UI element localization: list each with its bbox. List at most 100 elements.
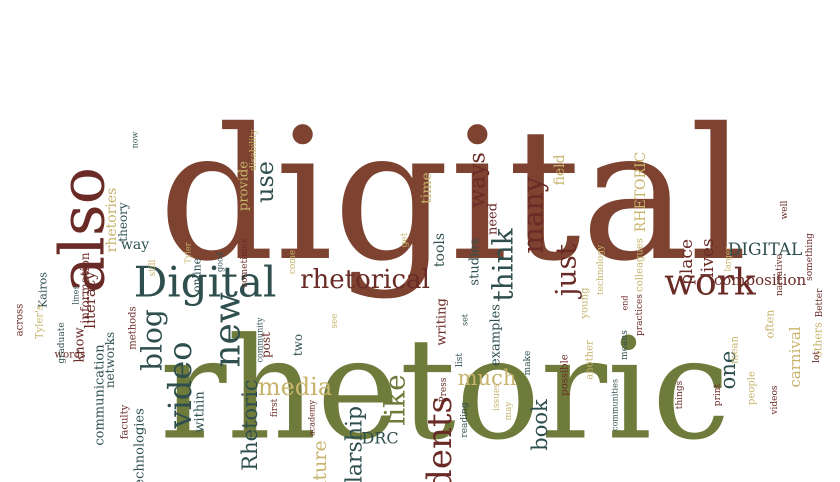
cloud-word: practices bbox=[635, 294, 645, 336]
cloud-word: communities bbox=[611, 379, 620, 431]
cloud-word: two bbox=[291, 334, 305, 356]
cloud-word: need bbox=[486, 203, 501, 235]
cloud-word: field bbox=[552, 154, 568, 185]
cloud-word: colleagues bbox=[635, 238, 646, 292]
cloud-word: list bbox=[455, 353, 465, 367]
cloud-word: across bbox=[15, 304, 26, 337]
cloud-word: DIGITAL bbox=[728, 240, 803, 260]
cloud-word: writing bbox=[435, 298, 450, 346]
cloud-word: Press bbox=[439, 377, 449, 402]
cloud-word: carnival bbox=[786, 326, 804, 387]
cloud-word: lives bbox=[698, 238, 718, 277]
cloud-word: rhetories bbox=[104, 188, 120, 253]
cloud-word: technology bbox=[596, 244, 606, 295]
cloud-word: blog bbox=[136, 309, 169, 371]
cloud-word: things bbox=[675, 380, 685, 409]
cloud-word: narrative bbox=[775, 254, 785, 296]
cloud-word: literacy bbox=[81, 271, 99, 329]
cloud-word: may bbox=[504, 401, 514, 421]
cloud-word: know bbox=[73, 327, 88, 362]
cloud-word: Tyler's bbox=[35, 305, 46, 339]
cloud-word: others bbox=[812, 322, 825, 358]
cloud-word: faculty bbox=[120, 404, 131, 439]
cloud-word: way bbox=[121, 237, 149, 253]
cloud-word: methods bbox=[128, 306, 139, 349]
cloud-word: community bbox=[256, 317, 265, 363]
cloud-word: Rhetoric bbox=[238, 379, 262, 470]
cloud-word: video bbox=[161, 342, 199, 430]
cloud-word: theory bbox=[116, 202, 130, 242]
cloud-word: Kairos bbox=[37, 272, 50, 308]
cloud-word: much bbox=[458, 366, 517, 390]
cloud-word: networks bbox=[103, 332, 117, 388]
cloud-word: within bbox=[193, 391, 208, 433]
cloud-word: scholarship bbox=[343, 406, 368, 482]
cloud-word: rhetoric bbox=[160, 309, 731, 472]
cloud-word: print bbox=[713, 383, 723, 406]
cloud-word: composition bbox=[714, 271, 807, 289]
cloud-word: another bbox=[585, 340, 596, 380]
cloud-word: videos bbox=[770, 385, 780, 415]
cloud-word: new bbox=[208, 292, 249, 367]
cloud-word: come bbox=[288, 250, 298, 274]
cloud-word: students bbox=[420, 396, 460, 482]
cloud-word: just bbox=[550, 243, 583, 299]
cloud-word: book bbox=[528, 399, 552, 451]
cloud-word: graduate bbox=[57, 322, 67, 363]
cloud-word: end bbox=[621, 295, 630, 310]
cloud-word: technologies bbox=[133, 408, 148, 482]
cloud-word: reading bbox=[460, 402, 470, 437]
cloud-word: people bbox=[747, 371, 758, 405]
cloud-word: possible bbox=[560, 354, 571, 395]
cloud-word: communication bbox=[93, 344, 108, 446]
cloud-word: post bbox=[259, 332, 273, 358]
cloud-word: RHETORIC bbox=[633, 152, 649, 233]
cloud-word: get bbox=[400, 232, 410, 247]
cloud-word: Digital bbox=[134, 258, 277, 307]
cloud-word: still bbox=[148, 259, 158, 276]
cloud-word: set bbox=[461, 313, 470, 326]
cloud-word: think bbox=[487, 227, 520, 301]
cloud-word: examples bbox=[489, 304, 504, 366]
cloud-word: sometimes bbox=[240, 238, 250, 287]
cloud-word: studies bbox=[468, 238, 483, 285]
cloud-word: mean bbox=[730, 336, 741, 364]
cloud-word: Tyler bbox=[184, 242, 193, 263]
cloud-word: work bbox=[664, 263, 757, 304]
cloud-word: academy bbox=[308, 400, 317, 436]
cloud-word: rhetorical bbox=[300, 265, 430, 295]
cloud-word: now bbox=[131, 131, 140, 148]
cloud-word: lot bbox=[812, 351, 822, 363]
cloud-word: disability bbox=[249, 128, 259, 171]
cloud-word: first bbox=[270, 398, 280, 417]
cloud-word: like bbox=[379, 374, 412, 425]
cloud-word: place bbox=[677, 239, 697, 285]
cloud-word: many bbox=[517, 176, 550, 253]
cloud-word: means bbox=[620, 330, 630, 360]
cloud-word: information bbox=[78, 252, 92, 323]
cloud-word: DRC bbox=[361, 429, 398, 448]
cloud-word: words bbox=[55, 350, 86, 361]
cloud-word: something bbox=[805, 233, 815, 281]
cloud-word: often bbox=[764, 310, 777, 339]
cloud-word: also bbox=[46, 167, 119, 293]
cloud-word: future bbox=[309, 440, 331, 482]
cloud-word: online bbox=[191, 258, 204, 292]
cloud-word: issues bbox=[492, 383, 502, 411]
cloud-word: ways bbox=[466, 152, 491, 208]
cloud-word: well bbox=[780, 200, 790, 219]
cloud-word: see bbox=[330, 313, 340, 328]
cloud-word: tools bbox=[432, 233, 448, 267]
cloud-word: lines bbox=[72, 285, 81, 304]
cloud-word: provide bbox=[237, 161, 252, 211]
cloud-word: media bbox=[258, 373, 332, 401]
cloud-word: one bbox=[716, 351, 740, 390]
cloud-word: Better bbox=[815, 288, 825, 317]
cloud-word: make bbox=[523, 351, 533, 376]
cloud-word: young bbox=[580, 287, 591, 320]
cloud-word: time bbox=[419, 172, 435, 204]
cloud-word: use bbox=[251, 161, 279, 203]
cloud-word: larger bbox=[724, 246, 733, 271]
cloud-word: digital bbox=[158, 89, 747, 301]
